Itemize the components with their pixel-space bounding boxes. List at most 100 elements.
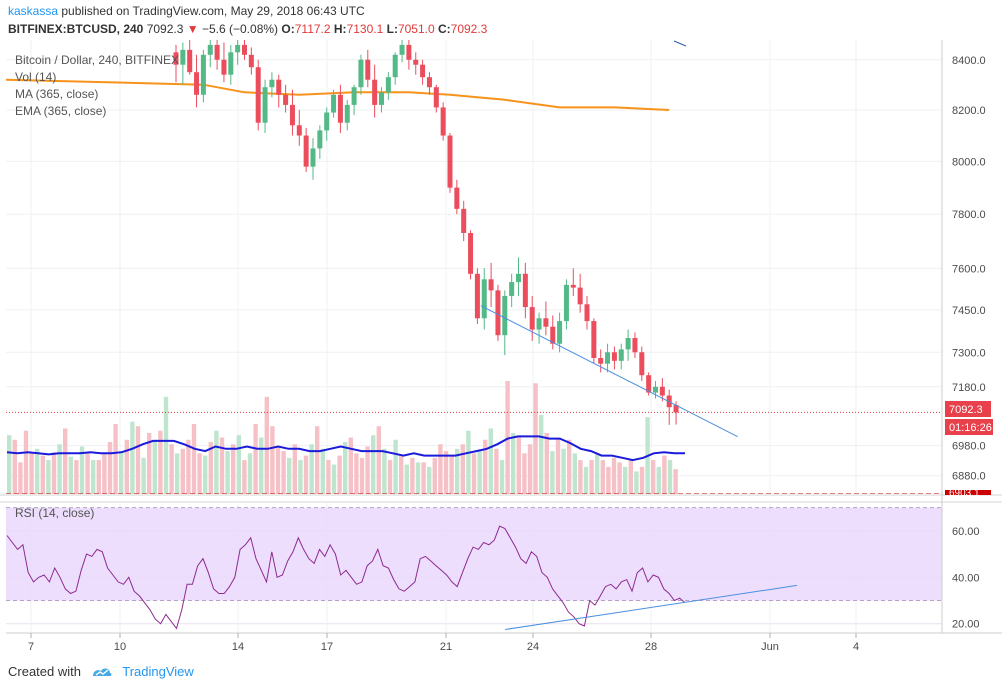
volume-bar: [315, 426, 320, 494]
price-tick-label: 8400.0: [952, 55, 986, 67]
volume-bar: [326, 460, 331, 494]
countdown-tag: [945, 419, 993, 435]
volume-bar: [259, 437, 264, 494]
volume-bar: [533, 383, 538, 494]
volume-bar: [203, 455, 208, 494]
candle-body: [242, 44, 247, 55]
volume-bar: [74, 460, 79, 494]
volume-bar: [455, 448, 460, 494]
volume-bar: [40, 455, 45, 494]
tradingview-link[interactable]: TradingView: [122, 664, 194, 679]
volume-bar: [673, 469, 678, 494]
ma-line: [5, 78, 670, 111]
low-value: 7051.0: [397, 22, 435, 36]
volume-bar: [91, 460, 96, 494]
volume-bar: [561, 448, 566, 494]
candle-body: [399, 44, 405, 55]
candle-body: [481, 279, 487, 319]
candle-body: [426, 77, 432, 88]
publish-text: published on TradingView.com, May 29, 20…: [61, 4, 365, 18]
volume-bar: [169, 444, 174, 494]
volume-bar: [57, 444, 62, 494]
volume-bar: [505, 381, 510, 494]
volume-bar: [393, 439, 398, 494]
last-price: 7092.3: [146, 22, 184, 36]
candle-body: [317, 130, 323, 149]
rsi-tick-label: 20.00: [952, 619, 980, 631]
volume-bar: [275, 446, 281, 494]
candle-body: [468, 232, 474, 274]
volume-ma-line: [6, 435, 685, 462]
candle-body: [605, 352, 611, 364]
candle-body: [653, 386, 658, 393]
volume-bar: [359, 457, 365, 494]
candle-body: [194, 72, 200, 95]
candle-body: [324, 112, 330, 131]
grid: [6, 40, 942, 633]
candles: [173, 40, 679, 425]
volume-bar: [303, 455, 309, 494]
volume-bar: [141, 457, 146, 494]
price-labels: 7092.3 01:16:26 6903.1: [945, 401, 993, 499]
time-tick-label: 17: [321, 641, 333, 652]
open-value: 7117.2: [294, 22, 331, 36]
candle-body: [529, 307, 535, 330]
volume-bar: [499, 460, 505, 494]
volume-bar: [68, 456, 73, 494]
legend-ema: EMA (365, close): [15, 104, 106, 118]
author-link[interactable]: kaskassa: [8, 4, 59, 18]
candle-body: [255, 67, 261, 123]
candle-body: [187, 49, 193, 73]
candle-body: [659, 386, 665, 396]
candle-body: [509, 282, 515, 296]
price-axis[interactable]: 8400.0 8200.0 8000.0 7800.0 7600.0 7450.0 7300…: [952, 55, 986, 483]
candle-body: [228, 52, 234, 75]
chart-area[interactable]: 8400.0 8200.0 8000.0 7800.0 7600.0 7450.0 7300…: [0, 0, 1002, 652]
legend-vol: Vol (14): [15, 70, 56, 84]
price-tick-label: 7300.0: [952, 347, 986, 359]
volume-bar: [180, 448, 185, 494]
volume-bar: [287, 457, 292, 494]
candle-body: [200, 54, 206, 95]
time-axis[interactable]: 7 10 14 17 21 24 28 Jun 4: [28, 633, 859, 652]
volume-bar: [214, 430, 219, 494]
volume-bar: [427, 466, 432, 494]
volume-bar: [483, 439, 488, 494]
price-trendline[interactable]: [480, 305, 738, 438]
high-label: H:: [333, 22, 347, 36]
candle-body: [337, 94, 343, 123]
volume-bar: [197, 453, 202, 494]
candle-body: [611, 352, 617, 361]
rsi-axis[interactable]: 60.00 40.00 20.00: [952, 526, 980, 631]
price-tick-label: 8000.0: [952, 156, 986, 168]
last-price-tag: [945, 401, 991, 417]
candle-body: [344, 104, 350, 123]
volume-bar: [522, 453, 527, 494]
publish-info: kaskassa published on TradingView.com, M…: [8, 4, 365, 18]
volume-bar: [511, 432, 516, 494]
volume-bar: [634, 471, 639, 494]
volume-bar: [432, 457, 437, 494]
volume-bar: [96, 460, 101, 494]
candle-body: [392, 54, 398, 78]
rsi-label: RSI (14, close): [15, 506, 94, 520]
candle-body: [235, 44, 241, 53]
volume-bar: [191, 423, 197, 494]
volume-bar: [186, 439, 191, 494]
candle-body: [502, 295, 508, 336]
candle-body: [433, 87, 439, 108]
volume-bar: [337, 455, 342, 494]
candle-body: [625, 338, 631, 350]
rsi-trendline[interactable]: [504, 584, 798, 631]
candle-body: [557, 321, 563, 344]
candle-body: [365, 59, 371, 80]
volume-bar: [550, 451, 555, 494]
pane-separator[interactable]: [0, 494, 1002, 503]
candle-body: [536, 318, 542, 330]
volume-bar: [298, 460, 303, 494]
candle-body: [214, 44, 220, 60]
volume-bar: [382, 448, 387, 494]
price-tick-label: 8200.0: [952, 105, 986, 117]
price-pane[interactable]: [6, 40, 942, 494]
candle-body: [488, 279, 494, 291]
